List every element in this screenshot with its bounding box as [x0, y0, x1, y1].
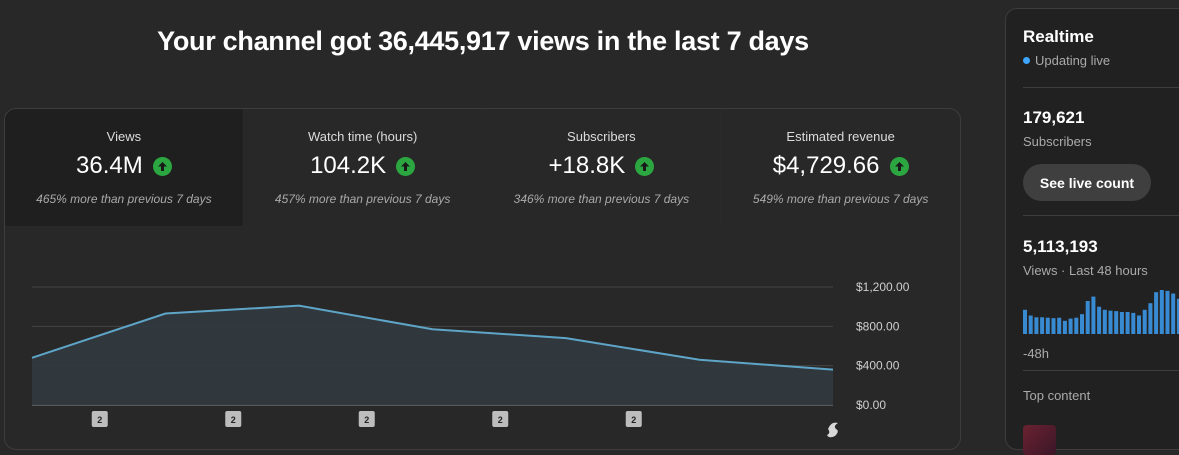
upload-marker[interactable]: 2	[358, 411, 375, 427]
trend-up-icon	[152, 156, 172, 176]
headline: Your channel got 36,445,917 views in the…	[157, 26, 809, 56]
views-label: Views · Last 48 hours	[1023, 263, 1148, 278]
mini-bar[interactable]	[1051, 318, 1056, 334]
live-status: Updating live	[1023, 53, 1110, 68]
metric-value: 104.2K	[310, 152, 387, 179]
trend-up-icon	[396, 156, 416, 176]
marker-label: 2	[498, 415, 503, 425]
top-content-thumbnail[interactable]	[1023, 425, 1056, 455]
mini-bar[interactable]	[1074, 317, 1079, 334]
mini-bar[interactable]	[1102, 309, 1107, 334]
shorts-icon[interactable]	[827, 422, 838, 438]
views-48h-bar-chart[interactable]	[1023, 286, 1179, 336]
trend-up-icon	[889, 156, 909, 176]
trend-up-icon	[635, 156, 655, 176]
marker-label: 2	[97, 415, 102, 425]
live-status-text: Updating live	[1035, 53, 1111, 68]
mini-bar[interactable]	[1085, 301, 1090, 334]
upload-marker[interactable]: 2	[492, 411, 509, 427]
metric-card-watch-time[interactable]: Watch time (hours) 104.2K 457% more than…	[244, 109, 483, 226]
marker-label: 2	[231, 415, 236, 425]
metric-label: Views	[106, 129, 142, 144]
metric-value: 36.4M	[76, 152, 143, 179]
marker-label: 2	[631, 415, 636, 425]
divider	[1023, 87, 1179, 88]
marker-label: 2	[364, 415, 369, 425]
series-line[interactable]	[31, 304, 834, 371]
y-tick-label: $1,200.00	[856, 280, 910, 294]
mini-bar[interactable]	[1176, 298, 1179, 334]
upload-marker[interactable]: 2	[91, 411, 108, 427]
mini-bar[interactable]	[1068, 318, 1073, 334]
mini-bar[interactable]	[1045, 317, 1050, 334]
mini-bar[interactable]	[1034, 317, 1039, 334]
mini-bar[interactable]	[1040, 317, 1045, 334]
views-count: 5,113,193	[1023, 237, 1098, 256]
metric-value: $4,729.66	[772, 152, 880, 179]
metric-label: Estimated revenue	[786, 129, 895, 144]
metric-comparison: 346% more than previous 7 days	[513, 192, 690, 206]
mini-bar[interactable]	[1119, 312, 1124, 334]
analytics-panel: Views 36.4M 465% more than previous 7 da…	[4, 108, 961, 450]
metric-comparison: 465% more than previous 7 days	[36, 192, 212, 206]
metric-card-views[interactable]: Views 36.4M 465% more than previous 7 da…	[5, 109, 244, 226]
y-tick-label: $400.00	[856, 359, 900, 373]
metric-label: Subscribers	[567, 129, 636, 144]
mini-bar[interactable]	[1057, 317, 1062, 334]
see-live-count-button[interactable]: See live count	[1023, 164, 1151, 201]
metric-card-revenue[interactable]: Estimated revenue $4,729.66 549% more th…	[721, 109, 960, 226]
mini-bar[interactable]	[1080, 314, 1084, 334]
y-tick-label: $800.00	[856, 319, 900, 333]
mini-bar[interactable]	[1137, 315, 1141, 334]
top-content-label: Top content	[1023, 388, 1091, 403]
views-chart[interactable]: $0.00 $400.00 $800.00 $1,200.00 2 2 2 2 2	[5, 109, 960, 439]
mini-chart-axis-label: -48h	[1023, 346, 1050, 361]
divider	[1023, 215, 1179, 216]
metric-comparison: 457% more than previous 7 days	[274, 192, 451, 206]
mini-bar[interactable]	[1148, 303, 1153, 334]
metric-label: Watch time (hours)	[307, 129, 418, 144]
mini-bar[interactable]	[1159, 290, 1164, 334]
mini-bar[interactable]	[1023, 309, 1027, 334]
y-tick-label: $0.00	[856, 398, 886, 412]
mini-bar[interactable]	[1028, 315, 1033, 334]
mini-bar[interactable]	[1165, 290, 1170, 334]
mini-bar[interactable]	[1171, 293, 1176, 334]
mini-bar[interactable]	[1114, 311, 1119, 334]
mini-bar[interactable]	[1125, 312, 1130, 334]
metric-card-subscribers[interactable]: Subscribers +18.8K 346% more than previo…	[483, 109, 722, 226]
metric-value: +18.8K	[548, 152, 626, 179]
metric-cards: Views 36.4M 465% more than previous 7 da…	[5, 109, 960, 226]
mini-bar[interactable]	[1108, 310, 1113, 334]
upload-marker[interactable]: 2	[625, 411, 642, 427]
area-fill	[32, 305, 833, 405]
subscriber-count: 179,621	[1023, 108, 1085, 127]
realtime-title: Realtime	[1023, 27, 1094, 46]
mini-bar[interactable]	[1097, 306, 1102, 334]
realtime-card: Realtime Updating live 179,621 Subscribe…	[1005, 8, 1179, 455]
mini-bar[interactable]	[1154, 292, 1159, 334]
live-dot-icon	[1023, 57, 1030, 64]
metric-comparison: 549% more than previous 7 days	[752, 192, 929, 206]
mini-bar[interactable]	[1062, 320, 1067, 334]
upload-marker[interactable]: 2	[225, 411, 242, 427]
mini-bar[interactable]	[1131, 312, 1136, 334]
mini-bar[interactable]	[1091, 296, 1096, 334]
mini-bar[interactable]	[1142, 309, 1147, 334]
divider	[1023, 370, 1179, 371]
subscriber-label: Subscribers	[1023, 134, 1092, 149]
